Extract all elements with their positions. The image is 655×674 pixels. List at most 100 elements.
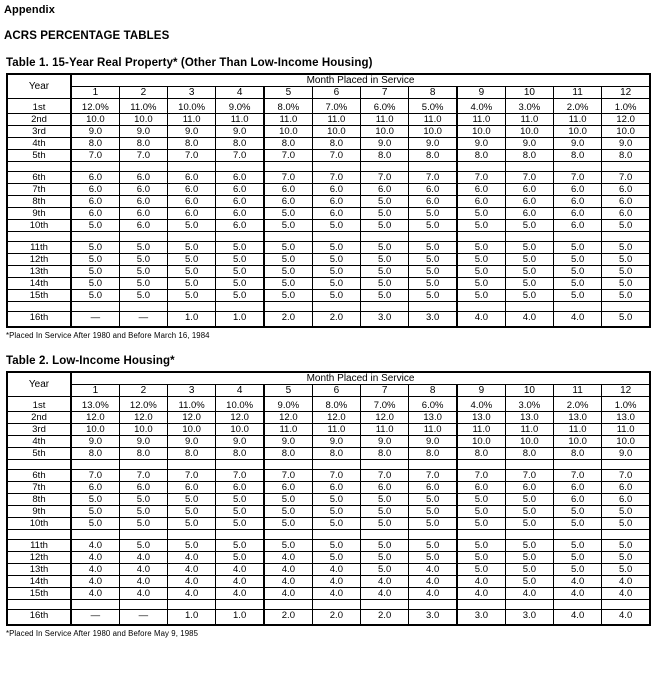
table1-cell-16th-m1: — — [70, 311, 120, 328]
table2-cell-10th-m11: 5.0 — [552, 517, 603, 530]
table1-cell-14th-m9: 5.0 — [456, 277, 506, 290]
spacer-cell — [215, 599, 266, 610]
table1-cell-14th-m12: 5.0 — [601, 277, 651, 290]
table2-month-header-8: 8 — [408, 384, 459, 397]
table2-year-cell-15th: 15th — [6, 587, 72, 600]
table1-cell-4th-m7: 9.0 — [359, 137, 410, 150]
table2-month-header-2: 2 — [118, 384, 169, 397]
table2-cell-1st-m5: 9.0% — [263, 396, 313, 412]
table2-month-header-row: 1 2 3 4 5 6 7 8 9 10 11 12 — [7, 384, 651, 397]
spacer-cell — [504, 301, 555, 312]
table1-month-header-6: 6 — [311, 86, 362, 99]
table2-cell-14th-m12: 4.0 — [601, 575, 651, 588]
table2-cell-11th-m3: 5.0 — [166, 539, 217, 552]
table1-cell-6th-m10: 7.0 — [504, 171, 555, 184]
table-row: 2nd 12.0 12.0 12.0 12.0 12.0 12.0 12.0 13.0 13.0 1… — [6, 411, 651, 424]
table2-cell-11th-m5: 5.0 — [263, 539, 313, 552]
table1-cell-9th-m12: 6.0 — [601, 207, 651, 220]
spacer-cell — [311, 231, 362, 242]
table1-cell-12th-m7: 5.0 — [359, 253, 410, 266]
table1-cell-12th-m4: 5.0 — [215, 253, 266, 266]
table2-cell-7th-m3: 6.0 — [166, 481, 217, 494]
table2-cell-16th-m4: 1.0 — [215, 609, 266, 626]
table2-cell-1st-m4: 10.0% — [215, 396, 266, 412]
table2-cell-15th-m8: 4.0 — [408, 587, 459, 600]
spacer-cell — [359, 599, 410, 610]
table2-cell-5th-m7: 8.0 — [359, 447, 410, 460]
table1-cell-13th-m7: 5.0 — [359, 265, 410, 278]
spacer-cell — [359, 529, 410, 540]
table2-cell-16th-m1: — — [70, 609, 120, 626]
table-row: 5th 7.0 7.0 7.0 7.0 7.0 7.0 8.0 8.0 8.0 8.0 8.0 8.0 — [6, 149, 651, 162]
spacer-cell — [408, 301, 459, 312]
table2-cell-11th-m4: 5.0 — [215, 539, 266, 552]
spacer-cell — [504, 231, 555, 242]
table2-month-header-6: 6 — [311, 384, 362, 397]
table1-cell-16th-m3: 1.0 — [166, 311, 217, 328]
table2-cell-8th-m2: 5.0 — [118, 493, 169, 506]
table1-cell-8th-m4: 6.0 — [215, 195, 266, 208]
table2-cell-16th-m7: 2.0 — [359, 609, 410, 626]
table1-cell-4th-m3: 8.0 — [166, 137, 217, 150]
table2-cell-9th-m10: 5.0 — [504, 505, 555, 518]
table-row: 13th 4.0 4.0 4.0 4.0 4.0 4.0 5.0 4.0 5.0 5.0 5.0 5.0 — [6, 563, 651, 576]
spacer-cell — [70, 301, 120, 312]
table2-cell-9th-m12: 5.0 — [601, 505, 651, 518]
table1-cell-6th-m1: 6.0 — [70, 171, 120, 184]
table1-cell-11th-m3: 5.0 — [166, 241, 217, 254]
table2-month-header-10: 10 — [504, 384, 555, 397]
table1-cell-7th-m9: 6.0 — [456, 183, 506, 196]
table2-cell-7th-m9: 6.0 — [456, 481, 506, 494]
table2-cell-12th-m10: 5.0 — [504, 551, 555, 564]
spacer-cell — [552, 599, 603, 610]
table2-cell-9th-m8: 5.0 — [408, 505, 459, 518]
table2-cell-7th-m10: 6.0 — [504, 481, 555, 494]
table1-cell-5th-m4: 7.0 — [215, 149, 266, 162]
spacer-cell — [166, 529, 217, 540]
table-row: 12th 4.0 4.0 4.0 5.0 4.0 5.0 5.0 5.0 5.0 5.0 5.0 5.0 — [6, 551, 651, 564]
table1-cell-7th-m5: 6.0 — [263, 183, 313, 196]
table1-cell-15th-m10: 5.0 — [504, 289, 555, 302]
table1-cell-1st-m10: 3.0% — [504, 98, 555, 114]
table-row: 15th 5.0 5.0 5.0 5.0 5.0 5.0 5.0 5.0 5.0 5.0 5.0 5.0 — [6, 289, 651, 302]
table1-cell-15th-m12: 5.0 — [601, 289, 651, 302]
table1-cell-15th-m9: 5.0 — [456, 289, 506, 302]
table2-cell-11th-m9: 5.0 — [456, 539, 506, 552]
table2-year-cell-8th: 8th — [6, 493, 72, 506]
table2-cell-6th-m3: 7.0 — [166, 469, 217, 482]
table2-cell-2nd-m8: 13.0 — [408, 411, 459, 424]
table2-cell-12th-m8: 5.0 — [408, 551, 459, 564]
table-row: 11th 5.0 5.0 5.0 5.0 5.0 5.0 5.0 5.0 5.0 5.0 5.0 5.0 — [6, 241, 651, 254]
table1-cell-12th-m3: 5.0 — [166, 253, 217, 266]
table2-year-cell-3rd: 3rd — [6, 423, 72, 436]
table2-cell-4th-m1: 9.0 — [70, 435, 120, 448]
table1-year-cell-3rd: 3rd — [6, 125, 72, 138]
table2-cell-8th-m3: 5.0 — [166, 493, 217, 506]
table2-year-header: Year — [6, 371, 72, 397]
table2-cell-2nd-m10: 13.0 — [504, 411, 555, 424]
spacer-cell — [552, 161, 603, 172]
spacer-cell — [552, 301, 603, 312]
table2-group-header-row: Year Month Placed in Service — [6, 371, 651, 397]
table2-cell-8th-m8: 5.0 — [408, 493, 459, 506]
table2-month-header-4: 4 — [215, 384, 266, 397]
table1-cell-9th-m10: 6.0 — [504, 207, 555, 220]
table2-cell-16th-m12: 4.0 — [601, 609, 651, 626]
table1-cell-9th-m8: 5.0 — [408, 207, 459, 220]
table1-cell-4th-m1: 8.0 — [70, 137, 120, 150]
table1-cell-4th-m4: 8.0 — [215, 137, 266, 150]
table2-cell-1st-m1: 13.0% — [70, 396, 120, 412]
table1-cell-2nd-m2: 10.0 — [118, 113, 169, 126]
table1-cell-11th-m7: 5.0 — [359, 241, 410, 254]
table2-cell-1st-m3: 11.0% — [166, 396, 217, 412]
table1-cell-12th-m10: 5.0 — [504, 253, 555, 266]
table1-cell-11th-m2: 5.0 — [118, 241, 169, 254]
table2-cell-3rd-m6: 11.0 — [311, 423, 362, 436]
table1-cell-15th-m3: 5.0 — [166, 289, 217, 302]
table2-cell-3rd-m1: 10.0 — [70, 423, 120, 436]
table2-body: 1st 13.0% 12.0% 11.0% 10.0% 9.0% 8.0% 7.0% 6.0% 4… — [6, 396, 651, 626]
table2-cell-11th-m1: 4.0 — [70, 539, 120, 552]
table2-cell-2nd-m9: 13.0 — [456, 411, 506, 424]
table1-cell-6th-m12: 7.0 — [601, 171, 651, 184]
table1-cell-5th-m2: 7.0 — [118, 149, 169, 162]
